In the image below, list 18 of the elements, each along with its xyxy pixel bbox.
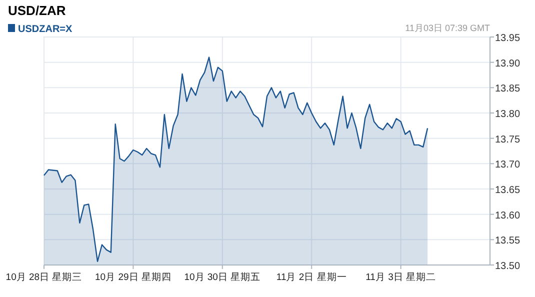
y-tick-label: 13.50 <box>495 261 520 272</box>
x-tick-label: 10月 29日 星期四 <box>94 271 172 283</box>
x-tick-label: 11月 2日 星期一 <box>276 271 347 283</box>
chart-title: USD/ZAR <box>8 3 66 18</box>
x-tick-label: 10月 30日 星期五 <box>184 271 261 283</box>
y-tick-label: 13.85 <box>495 84 520 95</box>
y-tick-label: 13.65 <box>495 185 520 196</box>
legend-label: USDZAR=X <box>18 24 73 35</box>
y-tick-label: 13.55 <box>495 236 520 247</box>
y-tick-label: 13.95 <box>495 33 520 44</box>
x-tick-label: 10月 28日 星期三 <box>6 271 82 283</box>
y-tick-label: 13.60 <box>495 210 520 222</box>
y-tick-label: 13.75 <box>495 134 520 146</box>
chart-subtitle: 11月03日 07:39 GMT <box>405 23 490 33</box>
y-tick-label: 13.70 <box>495 160 520 171</box>
y-tick-label: 13.80 <box>495 109 520 120</box>
x-tick-label: 11月 3日 星期二 <box>366 271 436 283</box>
y-tick-label: 13.90 <box>495 58 520 70</box>
